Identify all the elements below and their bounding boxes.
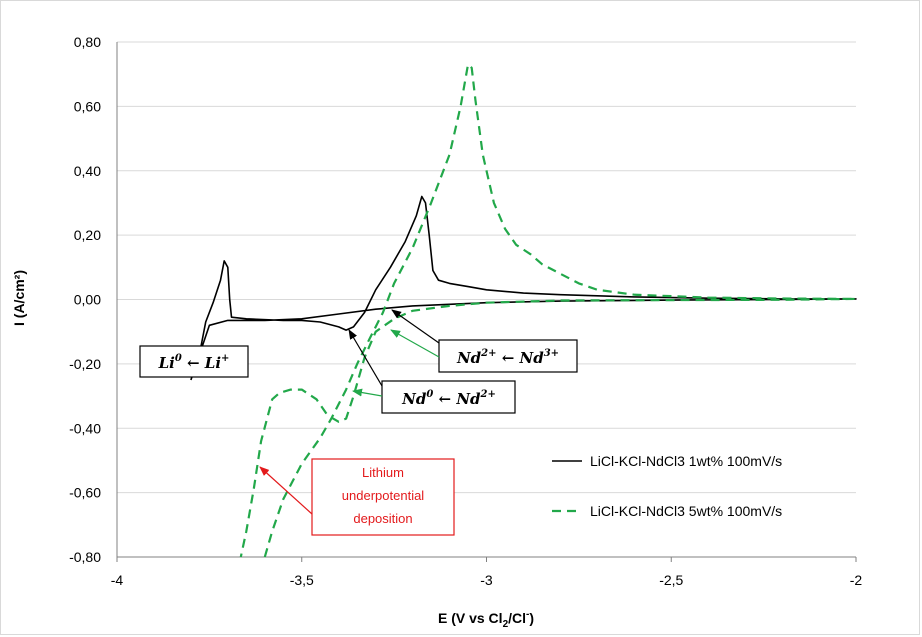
x-tick-label: -2,5: [659, 572, 683, 588]
arrow-nd2-black: [391, 309, 440, 344]
x-tick-label: -4: [111, 572, 124, 588]
y-tick-label: -0,60: [69, 485, 101, 501]
y-tick-label: 0,20: [74, 227, 101, 243]
arrow-nd0-black: [348, 329, 383, 387]
x-axis-title: E (V vs Cl2/Cl-): [438, 609, 534, 630]
y-tick-label: 0,00: [74, 292, 101, 308]
svg-text:Lithium: Lithium: [362, 465, 404, 480]
legend-label-1wt: LiCl-KCl-NdCl3 1wt% 100mV/s: [590, 453, 782, 469]
x-tick-label: -2: [850, 572, 863, 588]
annotation-li-reduction: Li0 ← Li+: [139, 345, 249, 378]
arrow-nd2-green: [390, 329, 440, 358]
y-tick-label: -0,40: [69, 420, 101, 436]
annotation-nd2-reduction: Nd2+ ← Nd3+: [390, 309, 578, 373]
x-tick-label: -3,5: [290, 572, 314, 588]
y-tick-label: -0,20: [69, 356, 101, 372]
series-line-5wt: [239, 63, 858, 558]
y-tick-labels: 0,80 0,60 0,40 0,20 0,00 -0,20 -0,40 -0,60 -0,80: [69, 34, 101, 565]
svg-text:Nd0 ← Nd2+: Nd0 ← Nd2+: [401, 389, 496, 408]
y-axis-title: I (A/cm²): [11, 270, 27, 326]
y-tick-label: 0,60: [74, 98, 101, 114]
svg-text:underpotential: underpotential: [342, 488, 425, 503]
legend-label-5wt: LiCl-KCl-NdCl3 5wt% 100mV/s: [590, 503, 782, 519]
svg-text:Nd2+ ← Nd3+: Nd2+ ← Nd3+: [456, 348, 559, 367]
annotation-nd0-reduction: Nd0 ← Nd2+: [348, 329, 516, 414]
svg-text:Li0 ← Li+: Li0 ← Li+: [158, 353, 230, 372]
svg-text:deposition: deposition: [353, 511, 412, 526]
y-tick-label: 0,80: [74, 34, 101, 50]
axes: [116, 42, 857, 562]
arrow-upd-red: [259, 466, 313, 515]
x-tick-label: -3: [480, 572, 493, 588]
y-tick-label: 0,40: [74, 163, 101, 179]
arrow-nd0-green: [352, 388, 383, 397]
annotation-lithium-upd: Lithium underpotential deposition: [259, 458, 455, 536]
y-tick-label: -0,80: [69, 549, 101, 565]
data-series: [190, 63, 858, 558]
legend: LiCl-KCl-NdCl3 1wt% 100mV/s LiCl-KCl-NdC…: [552, 453, 782, 519]
x-tick-labels: -4 -3,5 -3 -2,5 -2: [111, 572, 863, 588]
